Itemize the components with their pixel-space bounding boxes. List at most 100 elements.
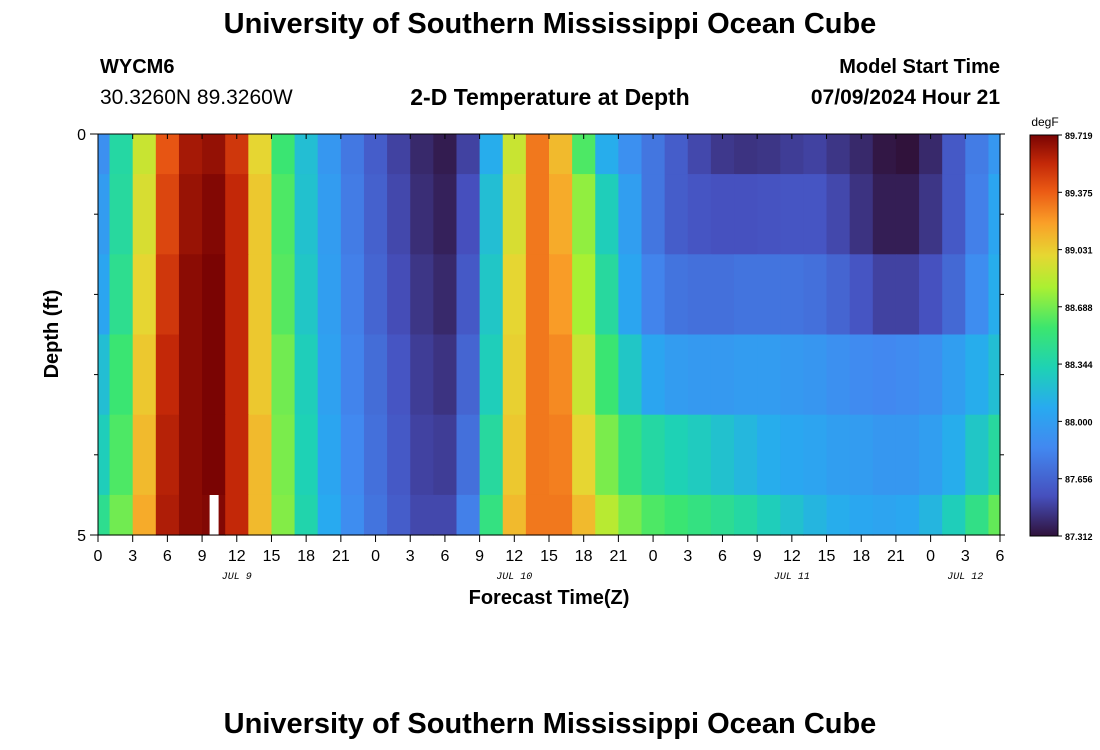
heatmap-cell bbox=[132, 334, 157, 416]
x-tick-label: 9 bbox=[198, 548, 207, 565]
heatmap-cell bbox=[826, 254, 851, 336]
x-tick-label: 3 bbox=[683, 548, 692, 565]
x-tick-label: 18 bbox=[297, 548, 315, 565]
heatmap-cell bbox=[965, 494, 990, 536]
heatmap-cell bbox=[572, 414, 596, 496]
heatmap-cell bbox=[641, 134, 666, 175]
heatmap-cell bbox=[895, 494, 920, 536]
heatmap-cell bbox=[479, 334, 504, 416]
x-tick-label: 0 bbox=[94, 548, 103, 565]
heatmap-cell bbox=[849, 254, 874, 336]
heatmap-cell bbox=[895, 334, 920, 416]
heatmap-cell bbox=[595, 134, 619, 175]
heatmap-cell bbox=[942, 174, 966, 255]
heatmap-cell bbox=[98, 494, 111, 536]
heatmap-cell bbox=[803, 414, 828, 496]
heatmap-cell bbox=[595, 254, 619, 336]
heatmap-cell bbox=[595, 334, 619, 416]
x-tick-label: 21 bbox=[609, 548, 627, 565]
heatmap-cell bbox=[248, 174, 273, 255]
heatmap-cell bbox=[849, 494, 874, 536]
heatmap-cell bbox=[502, 494, 527, 536]
x-tick-label: 0 bbox=[371, 548, 380, 565]
x-tick-label: 3 bbox=[128, 548, 137, 565]
heatmap-cell bbox=[826, 134, 851, 175]
x-tick-label: 12 bbox=[783, 548, 801, 565]
heatmap-cell bbox=[178, 254, 203, 336]
heatmap-cell bbox=[317, 334, 342, 416]
heatmap-cell bbox=[433, 134, 458, 175]
heatmap-cell bbox=[225, 414, 249, 496]
heatmap-cell bbox=[595, 494, 619, 536]
heatmap-cell bbox=[525, 254, 550, 336]
heatmap-cell bbox=[942, 134, 966, 175]
heatmap-cell bbox=[248, 414, 273, 496]
heatmap-cell bbox=[942, 494, 966, 536]
heatmap-cell bbox=[757, 174, 781, 255]
heatmap-cell bbox=[433, 414, 458, 496]
heatmap-cell bbox=[895, 134, 920, 175]
heatmap-cell bbox=[479, 254, 504, 336]
heatmap-cell bbox=[988, 494, 1001, 536]
heatmap-cell bbox=[757, 414, 781, 496]
heatmap-cell bbox=[687, 174, 712, 255]
heatmap-cell bbox=[572, 134, 596, 175]
colorbar-tick-label: 88.000 bbox=[1065, 417, 1093, 427]
heatmap-cell bbox=[780, 494, 805, 536]
heatmap-cell bbox=[549, 254, 573, 336]
heatmap-cell bbox=[410, 134, 434, 175]
model-start-value: 07/09/2024 Hour 21 bbox=[810, 86, 1000, 109]
heatmap-cell bbox=[98, 174, 111, 255]
heatmap-cell bbox=[155, 494, 180, 536]
heatmap-cell bbox=[780, 174, 805, 255]
heatmap-cell bbox=[549, 174, 573, 255]
colorbar-tick-label: 88.688 bbox=[1065, 303, 1093, 313]
heatmap-cell bbox=[294, 334, 319, 416]
heatmap-cell bbox=[618, 254, 643, 336]
heatmap-cell bbox=[456, 254, 481, 336]
heatmap-cell bbox=[225, 254, 249, 336]
x-tick-label: 12 bbox=[228, 548, 246, 565]
heatmap-cell bbox=[803, 494, 828, 536]
heatmap-cell bbox=[98, 254, 111, 336]
y-tick-label: 0 bbox=[77, 127, 86, 144]
heatmap-cell bbox=[502, 134, 527, 175]
heatmap-cell bbox=[248, 494, 273, 536]
heatmap-cell bbox=[294, 414, 319, 496]
heatmap-cell bbox=[479, 414, 504, 496]
heatmap-cell bbox=[410, 494, 434, 536]
heatmap-cell bbox=[849, 414, 874, 496]
colorbar-scale bbox=[1029, 134, 1059, 537]
marker-layer bbox=[209, 495, 219, 535]
heatmap-cell bbox=[826, 334, 851, 416]
heatmap-cell bbox=[525, 334, 550, 416]
heatmap-cell bbox=[549, 494, 573, 536]
page-title: University of Southern Mississippi Ocean… bbox=[223, 8, 877, 40]
heatmap-cell bbox=[572, 174, 596, 255]
heatmap-cell bbox=[271, 334, 296, 416]
heatmap-cell bbox=[109, 334, 134, 416]
heatmap-cell bbox=[849, 334, 874, 416]
heatmap-cell bbox=[757, 254, 781, 336]
heatmap-cell bbox=[410, 174, 434, 255]
heatmap-cell bbox=[271, 174, 296, 255]
heatmap-cell bbox=[618, 174, 643, 255]
heatmap-cell bbox=[225, 334, 249, 416]
heatmap-cell bbox=[132, 414, 157, 496]
heatmap-cell bbox=[641, 174, 666, 255]
heatmap-cell bbox=[387, 414, 411, 496]
heatmap-cell bbox=[433, 334, 458, 416]
heatmap-cell bbox=[363, 174, 388, 255]
heatmap-cell bbox=[178, 414, 203, 496]
heatmap-cell bbox=[456, 494, 481, 536]
heatmap-cell bbox=[618, 494, 643, 536]
heatmap-cell bbox=[757, 334, 781, 416]
heatmap-cell bbox=[525, 134, 550, 175]
heatmap-cell bbox=[294, 134, 319, 175]
heatmap-cell bbox=[271, 254, 296, 336]
heatmap-cell bbox=[340, 254, 365, 336]
heatmap-cell bbox=[734, 494, 758, 536]
heatmap-cell bbox=[502, 174, 527, 255]
heatmap-cell bbox=[803, 254, 828, 336]
heatmap-cell bbox=[965, 134, 990, 175]
